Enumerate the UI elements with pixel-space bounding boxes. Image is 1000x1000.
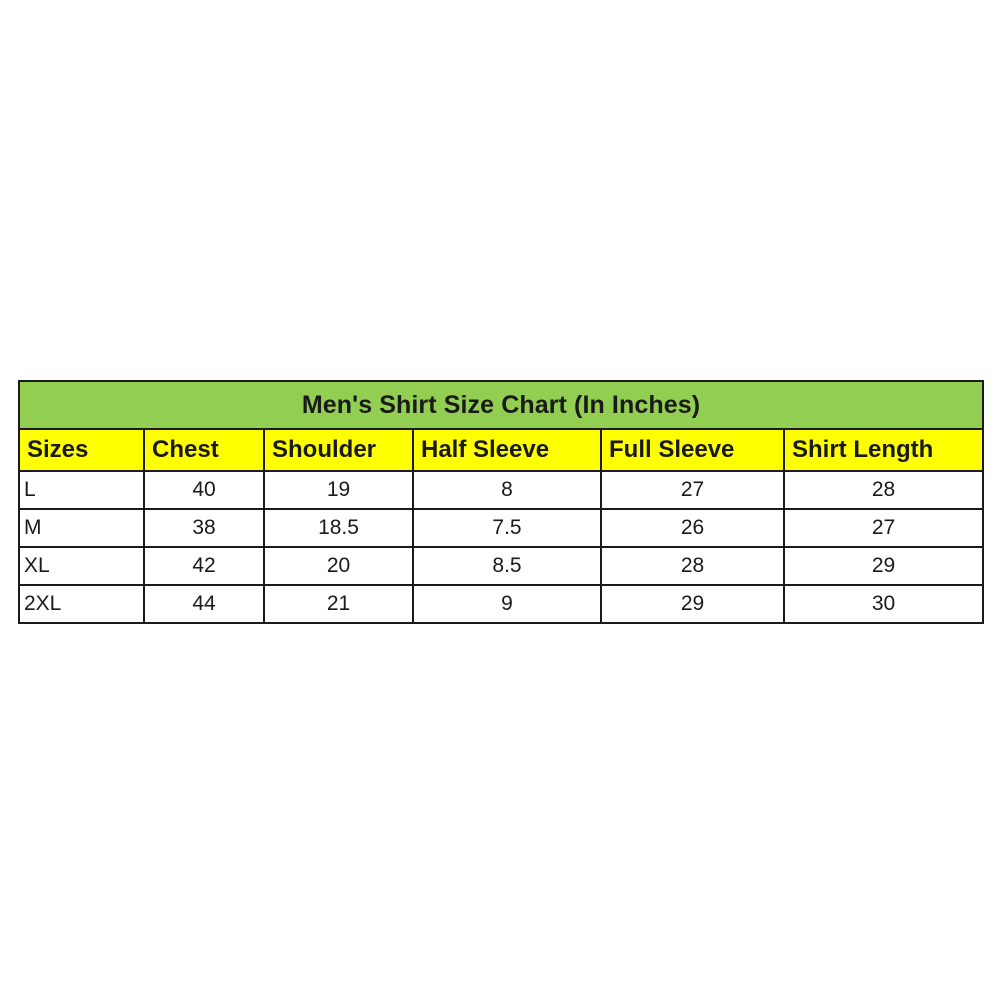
cell-half-sleeve: 7.5 bbox=[412, 508, 602, 548]
column-header-shoulder: Shoulder bbox=[263, 428, 414, 472]
cell-half-sleeve: 8.5 bbox=[412, 546, 602, 586]
cell-half-sleeve: 8 bbox=[412, 470, 602, 510]
chart-title: Men's Shirt Size Chart (In Inches) bbox=[18, 380, 984, 430]
cell-shoulder: 19 bbox=[263, 470, 414, 510]
cell-full-sleeve: 26 bbox=[600, 508, 785, 548]
cell-half-sleeve: 9 bbox=[412, 584, 602, 624]
cell-shirt-length: 28 bbox=[783, 470, 984, 510]
cell-full-sleeve: 29 bbox=[600, 584, 785, 624]
cell-size: 2XL bbox=[18, 584, 145, 624]
chart-title-row: Men's Shirt Size Chart (In Inches) bbox=[18, 380, 984, 430]
column-header-shirt-length: Shirt Length bbox=[783, 428, 984, 472]
cell-chest: 44 bbox=[143, 584, 265, 624]
cell-chest: 42 bbox=[143, 546, 265, 586]
size-chart-table: Men's Shirt Size Chart (In Inches) Sizes… bbox=[18, 380, 984, 624]
column-header-row: Sizes Chest Shoulder Half Sleeve Full Sl… bbox=[18, 428, 984, 472]
cell-shirt-length: 29 bbox=[783, 546, 984, 586]
cell-shoulder: 18.5 bbox=[263, 508, 414, 548]
table-row: 2XL 44 21 9 29 30 bbox=[18, 584, 984, 624]
column-header-full-sleeve: Full Sleeve bbox=[600, 428, 785, 472]
cell-size: M bbox=[18, 508, 145, 548]
cell-full-sleeve: 28 bbox=[600, 546, 785, 586]
cell-chest: 38 bbox=[143, 508, 265, 548]
column-header-chest: Chest bbox=[143, 428, 265, 472]
cell-chest: 40 bbox=[143, 470, 265, 510]
size-chart-container: Men's Shirt Size Chart (In Inches) Sizes… bbox=[18, 380, 984, 624]
table-row: L 40 19 8 27 28 bbox=[18, 470, 984, 510]
cell-shoulder: 20 bbox=[263, 546, 414, 586]
table-row: M 38 18.5 7.5 26 27 bbox=[18, 508, 984, 548]
cell-shirt-length: 30 bbox=[783, 584, 984, 624]
cell-shirt-length: 27 bbox=[783, 508, 984, 548]
cell-full-sleeve: 27 bbox=[600, 470, 785, 510]
column-header-half-sleeve: Half Sleeve bbox=[412, 428, 602, 472]
cell-shoulder: 21 bbox=[263, 584, 414, 624]
cell-size: L bbox=[18, 470, 145, 510]
table-row: XL 42 20 8.5 28 29 bbox=[18, 546, 984, 586]
column-header-sizes: Sizes bbox=[18, 428, 145, 472]
cell-size: XL bbox=[18, 546, 145, 586]
